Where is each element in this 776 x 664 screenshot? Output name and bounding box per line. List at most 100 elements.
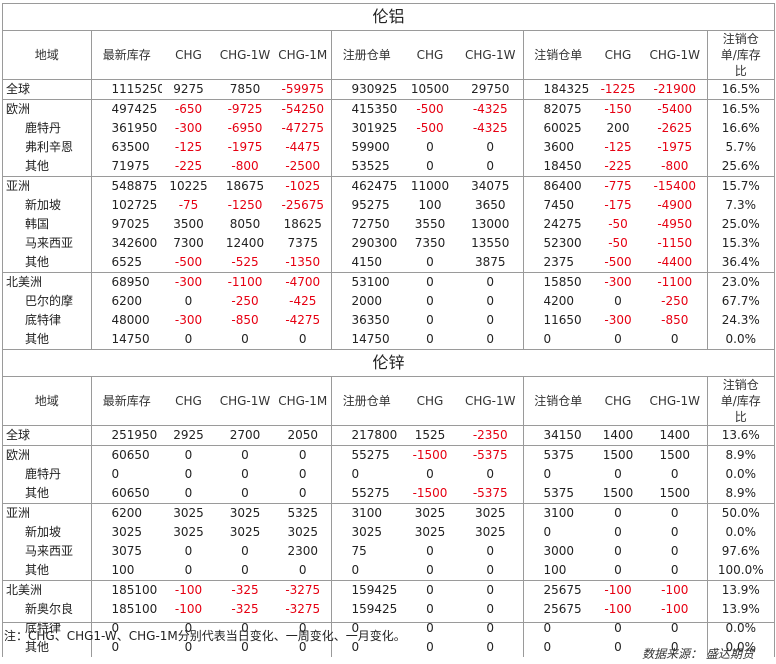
column-header: 注销仓单 xyxy=(522,377,593,426)
location-row: 其他 6525 -500 -525 -1350 4150 0 3875 2375 -500 -440… xyxy=(3,253,774,273)
column-header: CHG xyxy=(402,377,458,426)
table-cell: 34150 xyxy=(522,425,593,446)
table-cell: 3600 xyxy=(522,138,593,157)
table-cell: -500 xyxy=(604,255,632,269)
table-cell: 0 xyxy=(330,638,402,657)
table-cell: -225 xyxy=(604,159,632,173)
table-cell: 0 xyxy=(298,486,307,500)
table-cell: 13.9% xyxy=(706,600,774,619)
table-cell: 3500 xyxy=(173,217,204,231)
table-cell: 0 xyxy=(426,467,434,481)
table-cell: 0 xyxy=(522,330,593,349)
table-cell: 0 xyxy=(426,313,434,327)
table-cell: 5.7% xyxy=(706,138,774,157)
table-cell: -5400 xyxy=(643,99,707,119)
table-cell: 0 xyxy=(426,332,434,346)
header-row: 地域 最新库存 CHG CHG-1W CHG-1M 注册仓单 CHG CHG-1W 注销仓单 CH… xyxy=(3,31,774,80)
table-cell: 0 xyxy=(298,621,307,635)
table-cell: 185100 xyxy=(90,580,162,600)
table-cell: -50 xyxy=(608,217,628,231)
location-row: 底特律 48000 -300 -850 -4275 36350 0 0 11650 -300 -85… xyxy=(3,311,774,330)
table-cell: 0 xyxy=(426,544,434,558)
table-cell: 0 xyxy=(670,525,679,539)
location-row: 其他 0 0 0 0 0 0 0 0 0 0 0.0% xyxy=(3,638,774,657)
table-cell: 9275 xyxy=(173,82,204,96)
table-cell: 0.0% xyxy=(706,330,774,349)
column-header: CHG-1M xyxy=(275,377,331,426)
table-cell: 100 xyxy=(418,198,442,212)
location-row: 其他 71975 -225 -800 -2500 53525 0 0 18450 -225 -800… xyxy=(3,157,774,177)
table-cell: -800 xyxy=(661,159,689,173)
location-row: 弗利辛恩 63500 -125 -1975 -4475 59900 0 0 3600 -125 -1… xyxy=(3,138,774,157)
table-cell: 0 xyxy=(486,140,495,154)
table-cell: -100 xyxy=(661,602,689,616)
table-cell: 13550 xyxy=(471,236,510,250)
table-cell: 415350 xyxy=(330,99,402,119)
table-cell: 0 xyxy=(486,544,495,558)
table-cell: 0 xyxy=(184,544,193,558)
table-cell: -150 xyxy=(593,99,643,119)
region-name: 北美洲 xyxy=(3,272,91,292)
table-cell: -100 xyxy=(604,602,632,616)
table-cell: 0.0% xyxy=(706,465,774,484)
region-row: 亚洲 548875 10225 18675 -1025 462475 11000 34075 8… xyxy=(3,176,774,196)
column-header: CHG-1W xyxy=(215,31,275,80)
table-cell: 16.5% xyxy=(706,99,774,119)
column-header: 地域 xyxy=(3,31,91,80)
table-cell: -1250 xyxy=(227,198,263,212)
column-header: CHG-1W xyxy=(458,31,523,80)
table-cell: 361950 xyxy=(90,119,162,138)
table-cell: 1400 xyxy=(602,428,634,442)
table-cell: 0 xyxy=(614,544,622,558)
column-header: CHG-1M xyxy=(275,31,331,80)
table-cell: 0 xyxy=(486,332,495,346)
table-cell: 0 xyxy=(486,467,495,481)
table-cell: 0 xyxy=(670,332,679,346)
table-cell: 7375 xyxy=(287,236,319,250)
table-cell: 25.0% xyxy=(706,215,774,234)
location-row: 新加坡 3025 3025 3025 3025 3025 3025 3025 0 0 0 0.0% xyxy=(3,523,774,542)
location-row: 巴尔的摩 6200 0 -250 -425 2000 0 0 4200 0 -250 67.7% xyxy=(3,292,774,311)
table-cell: 86400 xyxy=(522,176,593,196)
region-name: 其他 xyxy=(25,486,50,500)
table-cell: 100 xyxy=(522,561,593,581)
inventory-table: 地域 最新库存 CHG CHG-1W CHG-1M 注册仓单 CHG CHG-1W 注销仓单 CH… xyxy=(3,377,774,657)
table-cell: 60025 xyxy=(522,119,593,138)
table-cell: -2350 xyxy=(472,428,508,442)
data-source: 数据来源： 盛达期货 xyxy=(642,647,754,661)
location-row: 新奥尔良 185100 -100 -325 -3275 159425 0 0 25675 -100… xyxy=(3,600,774,619)
table-cell: 0 xyxy=(486,159,495,173)
table-cell: 53100 xyxy=(330,272,402,292)
table-cell: 3025 xyxy=(215,503,275,523)
table-cell: -47275 xyxy=(281,121,324,135)
table-cell: -5375 xyxy=(458,445,523,465)
region-name: 欧洲 xyxy=(3,445,91,465)
table-cell: 0 xyxy=(670,621,679,635)
section-title: 伦铝 xyxy=(3,4,774,31)
table-cell: 0.0% xyxy=(706,638,774,657)
table-cell: 3025 xyxy=(330,523,402,542)
table-cell: -500 xyxy=(416,121,444,135)
table-cell: 3025 xyxy=(162,503,215,523)
table-cell: -325 xyxy=(231,602,259,616)
location-row: 其他 100 0 0 0 0 0 0 100 0 0 100.0% xyxy=(3,561,774,581)
region-row: 北美洲 185100 -100 -325 -3275 159425 0 0 25675 -100-… xyxy=(3,580,774,600)
table-cell: 100.0% xyxy=(706,561,774,581)
region-name: 马来西亚 xyxy=(25,236,74,250)
table-cell: 0 xyxy=(90,638,162,657)
table-cell: 14750 xyxy=(330,330,402,349)
table-cell: 0 xyxy=(522,619,593,638)
table-cell: 0 xyxy=(522,638,593,657)
table-cell: -54250 xyxy=(275,99,331,119)
table-cell: 13.9% xyxy=(706,580,774,600)
table-cell: 0 xyxy=(330,465,402,484)
table-cell: 0 xyxy=(486,640,495,654)
region-name: 其他 xyxy=(25,159,50,173)
table-cell: 497425 xyxy=(90,99,162,119)
table-cell: 14750 xyxy=(90,330,162,349)
region-row: 北美洲 68950 -300 -1100 -4700 53100 0 0 15850 -300 -1… xyxy=(3,272,774,292)
table-cell: 0 xyxy=(241,621,249,635)
region-name: 全球 xyxy=(6,428,31,442)
table-cell: 0 xyxy=(184,621,193,635)
table-cell: 3025 xyxy=(474,525,506,539)
